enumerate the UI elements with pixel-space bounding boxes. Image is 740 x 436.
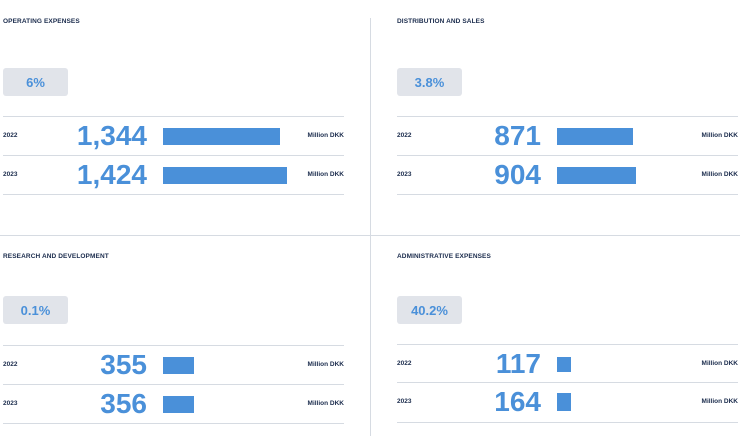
row-divider [3, 423, 344, 424]
row-divider [397, 116, 738, 117]
row-divider [3, 194, 344, 195]
change-badge: 0.1% [3, 296, 68, 324]
row-divider [3, 345, 344, 346]
year-label: 2023 [3, 171, 18, 178]
panel-title: DISTRIBUTION AND SALES [397, 18, 485, 25]
horizontal-divider [0, 235, 740, 236]
value-label: 1,344 [76, 120, 147, 151]
row-2023: 2023 1,424 Million DKK [3, 156, 344, 194]
value-label: 164 [494, 386, 541, 417]
row-2023: 2023 164 Million DKK [397, 383, 738, 421]
value-label: 1,424 [76, 159, 147, 190]
panel-distribution-and-sales: DISTRIBUTION AND SALES 3.8% 2022 871 Mil… [397, 18, 738, 203]
row-divider [397, 382, 738, 383]
panel-title: OPERATING EXPENSES [3, 18, 80, 25]
year-label: 2023 [397, 171, 412, 178]
value-bar [557, 393, 571, 411]
vertical-divider [370, 18, 371, 436]
row-divider [3, 116, 344, 117]
row-divider [3, 155, 344, 156]
row-2022: 2022 871 Million DKK [397, 117, 738, 155]
value-bar [557, 167, 636, 184]
value-bar [557, 128, 633, 145]
value-label: 356 [100, 388, 147, 419]
row-2023: 2023 356 Million DKK [3, 385, 344, 423]
unit-label: Million DKK [701, 171, 738, 178]
value-label: 355 [100, 349, 147, 380]
row-divider [397, 344, 738, 345]
year-label: 2022 [3, 132, 18, 139]
value-label: 904 [494, 159, 541, 190]
panel-administrative-expenses: ADMINISTRATIVE EXPENSES 40.2% 2022 117 M… [397, 253, 738, 436]
unit-label: Million DKK [307, 400, 344, 407]
panel-research-and-development: RESEARCH AND DEVELOPMENT 0.1% 2022 355 M… [3, 253, 344, 436]
year-label: 2023 [397, 398, 412, 405]
row-divider [397, 194, 738, 195]
row-divider [3, 384, 344, 385]
panel-title: RESEARCH AND DEVELOPMENT [3, 253, 109, 260]
row-2023: 2023 904 Million DKK [397, 156, 738, 194]
unit-label: Million DKK [307, 132, 344, 139]
value-bar [163, 167, 287, 184]
value-bar [163, 396, 194, 413]
panel-operating-expenses: OPERATING EXPENSES 6% 2022 1,344 Million… [3, 18, 344, 203]
year-label: 2023 [3, 400, 18, 407]
row-2022: 2022 117 Million DKK [397, 345, 738, 383]
row-divider [397, 422, 738, 423]
unit-label: Million DKK [701, 398, 738, 405]
year-label: 2022 [397, 360, 412, 367]
change-badge: 6% [3, 68, 68, 96]
panel-title: ADMINISTRATIVE EXPENSES [397, 253, 491, 260]
unit-label: Million DKK [307, 171, 344, 178]
unit-label: Million DKK [307, 361, 344, 368]
value-bar [557, 357, 571, 372]
value-label: 871 [494, 120, 541, 151]
row-2022: 2022 1,344 Million DKK [3, 117, 344, 155]
value-label: 117 [495, 348, 541, 379]
year-label: 2022 [397, 132, 412, 139]
year-label: 2022 [3, 361, 18, 368]
row-divider [397, 155, 738, 156]
row-2022: 2022 355 Million DKK [3, 346, 344, 384]
value-bar [163, 128, 280, 145]
change-badge: 40.2% [397, 296, 462, 324]
value-bar [163, 357, 194, 374]
change-badge: 3.8% [397, 68, 462, 96]
unit-label: Million DKK [701, 132, 738, 139]
unit-label: Million DKK [701, 360, 738, 367]
